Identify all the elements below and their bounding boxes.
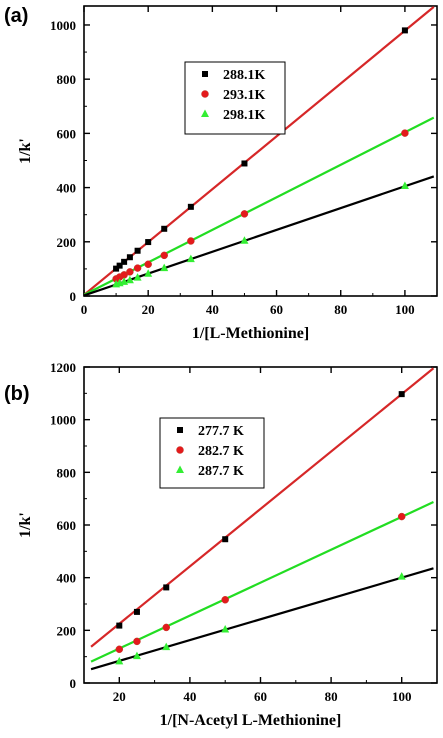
data-point-series-2 [221,596,229,604]
data-point-series-2 [240,210,249,218]
legend-box [184,61,286,135]
data-point-series-2 [115,645,124,654]
data-point-series-3 [160,263,169,272]
fit-line-series-3 [84,175,435,296]
x-tick-label: 100 [395,302,415,317]
legend-marker-series-3 [201,109,209,117]
x-tick-label: 20 [113,689,126,704]
y-axis-title: 1/k' [17,138,34,164]
y-tick-label: 800 [57,465,77,480]
panel-label: (b) [4,383,30,405]
data-point-series-2 [160,251,168,260]
y-tick-label: 400 [57,571,77,586]
y-tick-label: 200 [57,623,77,638]
fit-line-series-1 [90,367,435,648]
data-point-series-1 [222,536,229,543]
x-tick-label: 0 [81,302,88,317]
data-point-series-1 [134,247,141,254]
data-point-series-1 [398,391,405,398]
y-tick-label: 600 [57,126,77,141]
legend-marker-series-2 [201,90,209,98]
data-point-series-3 [400,181,409,189]
data-point-series-3 [221,625,230,633]
data-point-series-2 [126,268,134,276]
y-tick-label: 600 [57,518,77,533]
data-point-series-1 [401,27,408,34]
y-axis-title: 1/k' [17,512,34,538]
data-point-series-3 [397,572,406,580]
data-point-series-1 [187,203,194,210]
panel-label: (a) [4,5,28,27]
x-tick-label: 40 [206,302,219,317]
fit-line-series-2 [84,116,435,296]
y-tick-label: 400 [57,181,77,196]
data-point-series-2 [401,129,409,137]
x-tick-label: 60 [254,689,267,704]
y-tick-label: 800 [57,72,77,87]
data-point-series-1 [145,239,152,246]
data-point-series-3 [162,642,171,651]
data-point-series-3 [132,651,141,660]
legend-marker-series-1 [177,427,183,433]
data-point-series-3 [186,254,195,263]
x-tick-label: 60 [270,302,283,317]
fit-line-series-1 [84,6,435,296]
data-point-series-1 [133,608,140,615]
legend: 277.7 K 282.7 K 287.7 K [159,417,265,489]
legend-marker-series-2 [176,446,184,454]
data-point-series-2 [397,512,406,521]
y-tick-label: 0 [70,676,77,691]
data-point-series-1 [116,262,123,269]
legend-label-series-1: 288.1K [223,68,266,83]
y-tick-label: 1000 [50,413,76,428]
data-point-series-2 [133,264,142,272]
x-tick-label: 80 [334,302,347,317]
data-point-series-1 [116,622,123,629]
data-point-series-1 [163,584,170,591]
data-point-series-1 [126,254,133,261]
y-tick-label: 1200 [50,360,76,375]
data-point-series-1 [161,225,168,232]
fit-line-series-2 [90,501,434,663]
y-tick-label: 1000 [50,18,76,33]
fit-line-series-3 [90,567,434,671]
y-tick-label: 200 [57,235,77,250]
x-tick-label: 80 [325,689,338,704]
legend-label-series-3: 287.7 K [198,464,244,479]
legend-label-series-1: 277.7 K [198,424,244,439]
x-axis-title: 1/[N-Acetyl L-Methionine] [160,712,342,729]
data-point-series-2 [144,260,152,269]
data-point-series-1 [121,258,128,265]
legend-label-series-2: 282.7 K [198,444,244,459]
data-point-series-3 [144,269,153,277]
y-tick-label: 0 [70,289,77,304]
x-tick-label: 20 [142,302,155,317]
x-tick-label: 40 [183,689,196,704]
legend-label-series-3: 298.1K [223,108,266,123]
data-point-series-2 [187,237,195,245]
data-point-series-2 [162,623,170,632]
legend-marker-series-3 [176,465,184,473]
chart-panel-a: (a)0 20 40 60 80 100020040060080010001/[L-Met… [4,5,438,342]
x-tick-label: 100 [392,689,412,704]
x-axis-title: 1/[L-Methionine] [192,325,309,342]
legend: 288.1K 293.1K 298.1K [184,61,286,135]
data-point-series-1 [241,160,248,167]
chart-panel-b: (b)20 40 60 80 1000200400600800100012001/[N-… [4,360,438,729]
data-point-series-3 [115,656,124,665]
data-point-series-3 [125,275,134,284]
data-point-series-3 [240,236,249,244]
plot-frame [83,5,438,297]
data-point-series-2 [133,637,141,646]
legend-marker-series-1 [202,71,208,77]
data-point-series-1 [113,265,120,272]
legend-label-series-2: 293.1K [223,88,266,103]
data-point-series-3 [133,273,142,281]
